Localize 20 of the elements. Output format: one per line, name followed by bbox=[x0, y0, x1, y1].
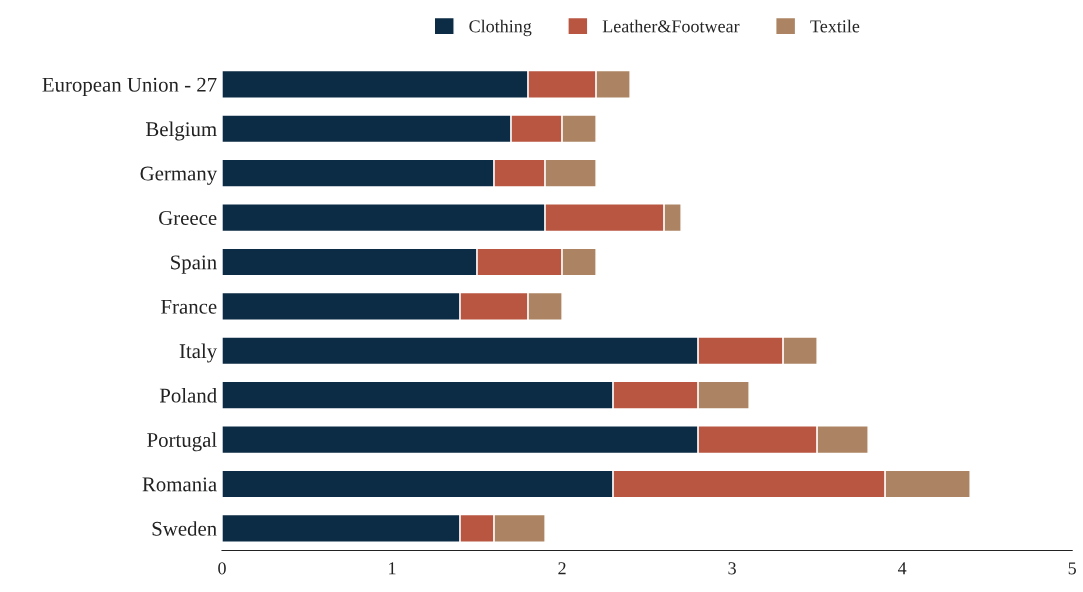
y-tick-label: Italy bbox=[179, 343, 218, 363]
legend-label: Clothing bbox=[469, 19, 532, 37]
legend-label: Leather&Footwear bbox=[602, 19, 740, 33]
y-tick-label: Belgium bbox=[146, 121, 217, 141]
x-tick-label: 4 bbox=[897, 562, 907, 575]
y-tick-label: Sweden bbox=[152, 521, 217, 536]
y-tick-label: Greece bbox=[159, 210, 217, 225]
y-tick-label: Romania bbox=[142, 477, 217, 492]
y-tick-label: Poland bbox=[159, 387, 217, 403]
y-tick-label: European Union - 27 bbox=[42, 77, 217, 97]
x-tick-label: 5 bbox=[1068, 562, 1076, 575]
legend-label: Textile bbox=[810, 19, 860, 33]
y-tick-label: France bbox=[161, 299, 217, 314]
x-tick-label: 2 bbox=[558, 562, 566, 575]
x-tick-label: 3 bbox=[728, 562, 736, 575]
y-tick-label: Portugal bbox=[147, 432, 217, 452]
y-tick-label: Spain bbox=[171, 255, 217, 274]
y-tick-label: Germany bbox=[140, 166, 218, 185]
x-tick-label: 1 bbox=[389, 562, 396, 575]
x-tick-label: 0 bbox=[218, 562, 226, 575]
